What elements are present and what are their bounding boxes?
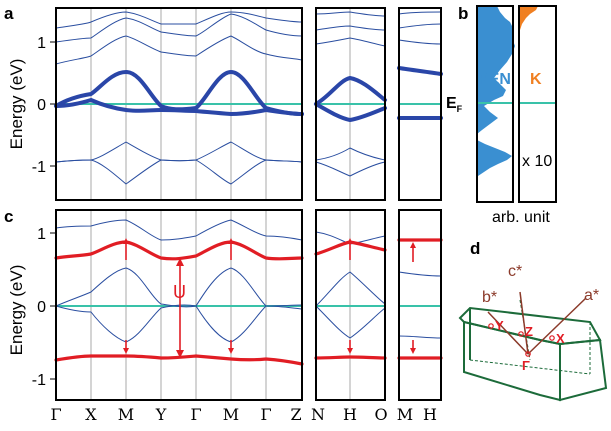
kpoint-label: Z: [290, 405, 301, 424]
kpoint-label: N: [311, 405, 325, 424]
brillouin-zone: [458, 299, 608, 402]
kpoint-label: M: [397, 405, 413, 424]
y-axis-title-c: Energy (eV): [7, 265, 26, 356]
x-point-label: X: [556, 331, 565, 346]
k-label: K: [530, 71, 542, 88]
y-tick-c-neg1: -1: [32, 372, 46, 389]
frame-a1: [55, 7, 303, 201]
kpoint-label: Γ: [260, 405, 271, 424]
ef-sub: F: [457, 104, 463, 114]
hubbard-arrows: U: [123, 238, 416, 358]
kpath-labels: Γ X M Y Γ M Γ Z N H O M H: [50, 405, 437, 424]
kpoint-label: H: [343, 405, 357, 424]
u-label: U: [173, 282, 186, 302]
frame-c3: [398, 209, 442, 401]
panel-label-a: a: [4, 4, 14, 23]
y-tick-a-1: 1: [37, 35, 46, 52]
ef-label: EF: [446, 95, 463, 114]
panel-b: b PEN K x 10 arb. unit: [458, 4, 557, 226]
panel-d: d b* c* a* Y Z X Γ: [458, 239, 608, 402]
a-star-label: a*: [584, 287, 599, 304]
y-tick-c-1: 1: [37, 226, 46, 243]
y-tick-a-neg1: -1: [32, 159, 46, 176]
frame-b2: [518, 5, 557, 203]
b-star-label: b*: [482, 289, 497, 306]
frame-a2: [315, 7, 386, 201]
dos-xlabel: arb. unit: [492, 209, 550, 226]
panel-a: a Energy (eV) 1 0 -1: [4, 4, 463, 201]
panel-label-b: b: [458, 4, 468, 23]
kpoint-label: Γ: [50, 405, 61, 424]
frame-b1: [476, 5, 514, 203]
bands-c: [54, 219, 443, 366]
frame-c1: [55, 209, 303, 401]
reciprocal-axes: [487, 291, 587, 357]
kpoint-label: Γ: [190, 405, 201, 424]
panel-c: c Energy (eV) 1 0 -1: [4, 207, 443, 424]
panel-label-c: c: [4, 207, 13, 226]
kpoint-label: X: [85, 405, 97, 424]
kpoint-label: M: [223, 405, 239, 424]
frame-c2: [315, 209, 386, 401]
y-point-label: Y: [495, 318, 504, 333]
gamma-point-label: Γ: [522, 358, 530, 373]
y-axis-title-a: Energy (eV): [7, 59, 26, 150]
pen-label: PEN: [478, 71, 511, 88]
c-star-label: c*: [508, 263, 522, 280]
y-tick-a-0: 0: [37, 97, 46, 114]
k-dos-fill: [519, 6, 538, 34]
z-point-label: Z: [525, 324, 533, 339]
panel-label-d: d: [470, 239, 480, 258]
kpoint-label: H: [423, 405, 437, 424]
pen-dos-fill: [477, 6, 515, 176]
kpoint-label: O: [374, 405, 387, 424]
kpoint-label: Y: [155, 405, 167, 424]
ef-main: E: [446, 95, 457, 112]
y-tick-c-0: 0: [37, 299, 46, 316]
bands-a: [54, 11, 443, 185]
k-scale-label: x 10: [522, 153, 552, 170]
frame-a3: [398, 7, 442, 201]
kpoint-label: M: [118, 405, 134, 424]
